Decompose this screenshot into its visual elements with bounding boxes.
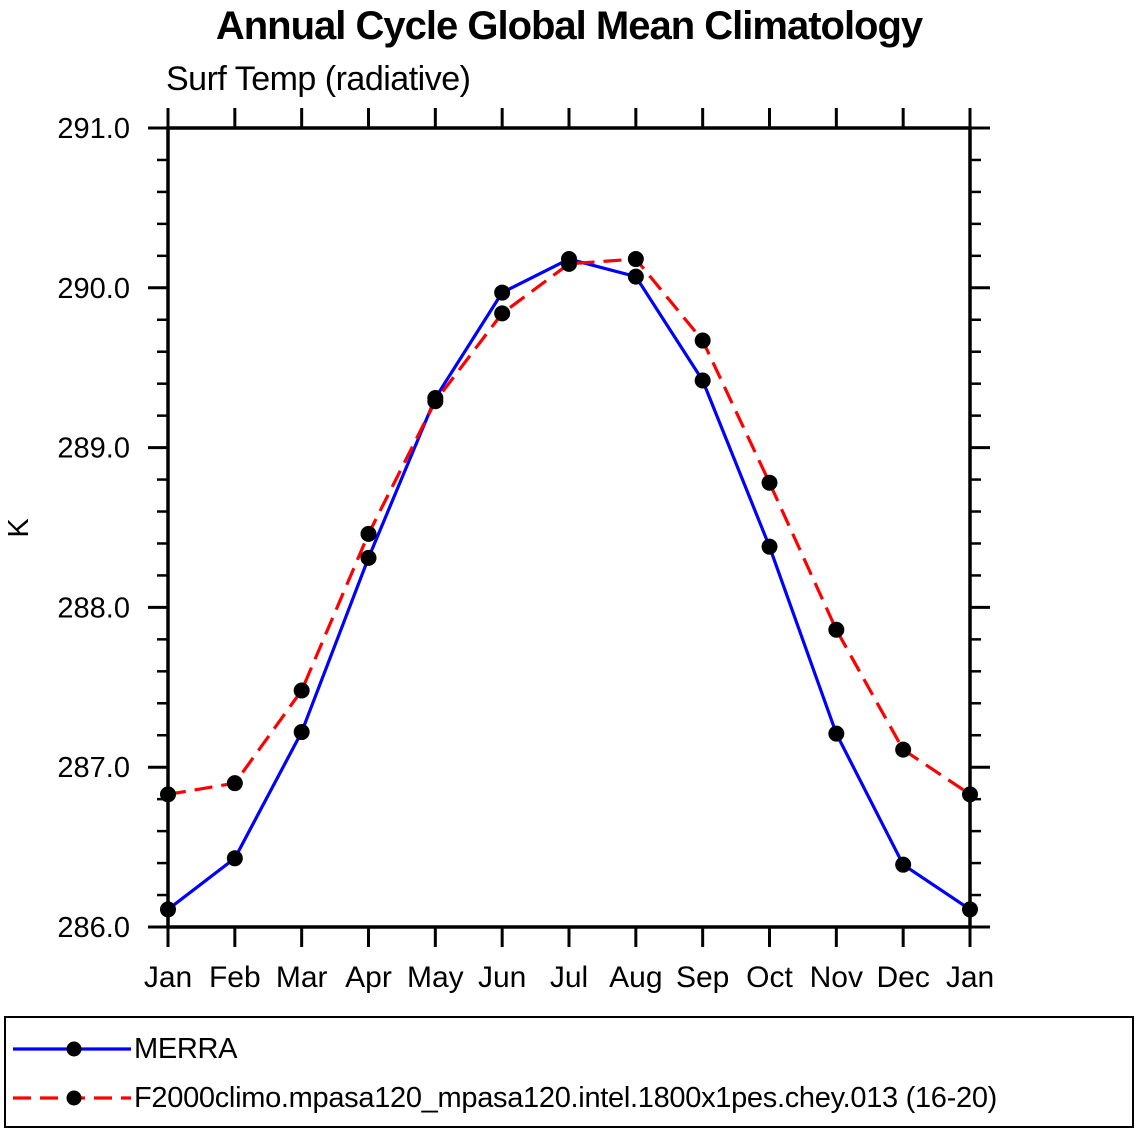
- data-point-marker: [494, 305, 511, 322]
- y-axis-tick-label: 290.0: [57, 273, 130, 305]
- x-axis-label: Sep: [676, 961, 729, 994]
- x-axis-label: Feb: [209, 961, 261, 994]
- legend-swatch: [13, 1090, 131, 1106]
- legend-row: F2000climo.mpasa120_mpasa120.intel.1800x…: [12, 1081, 997, 1115]
- legend-swatch: [13, 1041, 131, 1057]
- data-point-marker: [694, 332, 711, 349]
- y-axis-tick-label: 289.0: [57, 433, 130, 465]
- x-axis-label: May: [407, 961, 464, 994]
- data-point-marker: [895, 741, 912, 758]
- data-point-marker: [561, 255, 577, 272]
- data-point-marker: [427, 393, 444, 410]
- data-point-marker: [761, 538, 778, 555]
- x-axis-label: Jan: [946, 961, 994, 994]
- data-point-marker: [360, 525, 377, 542]
- data-point-marker: [293, 724, 310, 741]
- data-point-marker: [226, 775, 243, 792]
- legend-row: MERRA: [12, 1032, 238, 1066]
- x-axis-label: Nov: [810, 961, 863, 994]
- y-axis-tick-label: 287.0: [57, 752, 130, 784]
- y-axis-tick-label: 291.0: [57, 113, 130, 145]
- data-point-marker: [761, 474, 778, 491]
- x-axis-label: Mar: [276, 961, 328, 994]
- data-point-marker: [895, 856, 912, 873]
- plot-area: Jan Feb Mar Apr May Jun Jul Aug Sep Oct Nov Dec Jan 2…: [57, 108, 994, 994]
- data-point-marker: [627, 268, 644, 285]
- x-axis-label: Dec: [876, 961, 929, 994]
- y-axis-tick-label: 288.0: [57, 592, 130, 624]
- legend-box: MERRA F2000climo.mpasa120_mpasa120.intel.…: [4, 1016, 1134, 1128]
- series-line-merra: [167, 257, 971, 911]
- data-point-marker: [360, 549, 377, 566]
- chart-subtitle: Surf Temp (radiative): [166, 60, 471, 98]
- data-point-marker: [494, 284, 511, 301]
- chart-title: Annual Cycle Global Mean Climatology: [215, 4, 923, 48]
- x-axis-label: Jul: [550, 961, 588, 994]
- legend-label: MERRA: [134, 1032, 238, 1065]
- data-point-marker: [828, 725, 845, 742]
- data-point-marker: [226, 850, 243, 867]
- x-axis-label: Jan: [144, 961, 192, 994]
- data-point-marker: [293, 682, 310, 699]
- data-point-marker: [694, 372, 711, 389]
- x-axis-label: Aug: [609, 961, 662, 994]
- x-axis-label: Jun: [478, 961, 526, 994]
- x-axis-label: Apr: [345, 961, 392, 994]
- legend-marker-dot: [66, 1041, 82, 1057]
- series-line-model: [167, 257, 971, 796]
- legend-marker-dot: [66, 1090, 82, 1106]
- x-axis-label: Oct: [746, 961, 793, 994]
- data-point-marker: [627, 251, 644, 268]
- plot-frame: [166, 126, 972, 929]
- y-axis-tick-label: 286.0: [57, 912, 130, 944]
- legend-label: F2000climo.mpasa120_mpasa120.intel.1800x…: [134, 1081, 998, 1114]
- data-point-marker: [828, 621, 845, 638]
